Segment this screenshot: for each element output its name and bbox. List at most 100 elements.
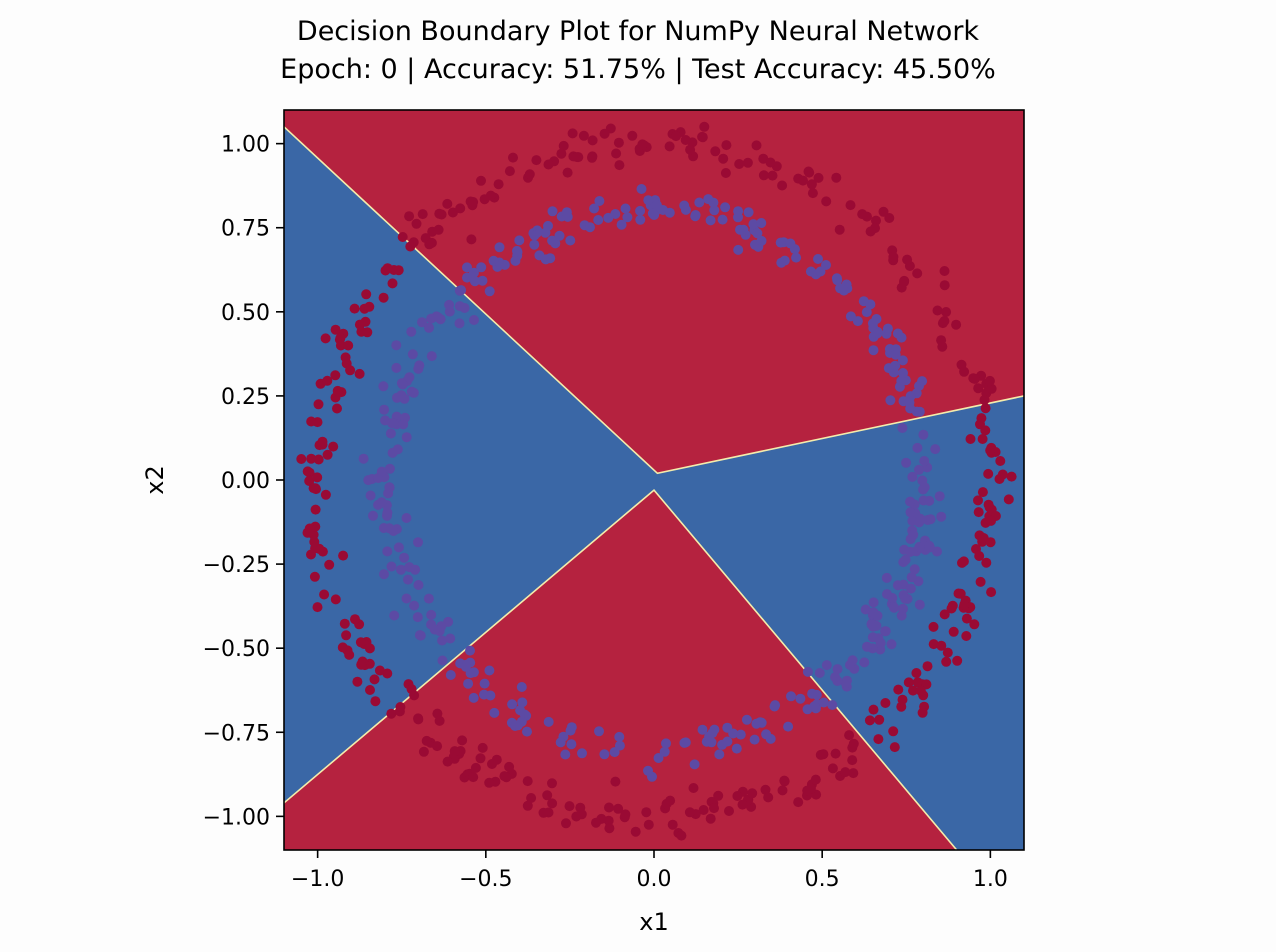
data-point-class-1 [409, 600, 420, 611]
data-point-class-0 [524, 169, 535, 180]
data-point-class-1 [494, 242, 505, 253]
data-point-class-0 [957, 557, 967, 568]
data-point-class-0 [587, 152, 597, 163]
data-point-class-1 [454, 318, 465, 329]
data-point-class-0 [974, 551, 985, 561]
data-point-class-1 [407, 349, 418, 360]
data-point-class-1 [479, 678, 490, 689]
boundary-line-1 [284, 488, 958, 850]
data-point-class-0 [798, 175, 808, 186]
data-point-class-0 [763, 792, 774, 803]
data-point-class-0 [810, 774, 821, 785]
data-point-class-1 [651, 200, 662, 211]
data-point-class-1 [594, 196, 605, 206]
data-point-class-0 [421, 735, 432, 746]
data-point-class-1 [468, 692, 479, 703]
data-point-class-1 [661, 738, 671, 749]
data-point-class-1 [830, 672, 841, 683]
data-point-class-1 [743, 207, 754, 218]
data-point-class-0 [457, 735, 468, 746]
data-point-class-0 [470, 762, 481, 773]
data-point-class-0 [504, 166, 515, 177]
data-point-class-0 [827, 763, 838, 774]
data-point-class-1 [904, 397, 915, 408]
data-point-class-0 [713, 790, 724, 801]
data-point-class-0 [720, 168, 731, 178]
data-point-class-0 [332, 403, 342, 414]
data-point-class-1 [465, 645, 475, 656]
data-point-class-0 [604, 802, 614, 813]
data-point-class-0 [330, 594, 341, 605]
data-point-class-1 [860, 604, 871, 615]
data-point-class-0 [468, 772, 479, 783]
data-point-class-1 [593, 215, 604, 225]
data-point-class-0 [878, 206, 889, 217]
data-point-class-1 [499, 259, 510, 270]
x-tick-label: 0.5 [805, 867, 840, 892]
data-point-class-0 [387, 278, 398, 289]
data-point-class-0 [364, 301, 375, 312]
data-point-class-1 [462, 272, 472, 283]
data-point-class-1 [469, 315, 479, 325]
data-point-class-0 [393, 265, 404, 276]
data-point-class-0 [915, 685, 926, 696]
x-tick-label: 1.0 [973, 867, 1008, 892]
data-point-class-1 [881, 572, 892, 583]
data-point-class-0 [531, 155, 542, 166]
data-point-class-0 [684, 807, 695, 818]
data-point-class-0 [313, 399, 324, 410]
data-point-class-1 [659, 746, 670, 757]
data-point-class-1 [689, 759, 700, 770]
data-point-class-0 [1003, 494, 1014, 505]
y-tick-label: 0.00 [221, 469, 270, 494]
data-point-class-0 [986, 383, 997, 394]
data-point-class-0 [561, 818, 571, 829]
data-point-class-1 [914, 381, 924, 391]
data-point-class-0 [984, 375, 995, 386]
data-point-class-1 [469, 276, 480, 287]
data-point-class-0 [487, 759, 497, 769]
data-point-class-0 [296, 454, 307, 464]
data-point-class-1 [868, 597, 879, 608]
data-point-class-0 [409, 690, 420, 701]
data-point-class-1 [909, 564, 920, 575]
x-axis-label: x1 [639, 908, 668, 936]
data-point-class-1 [392, 392, 402, 403]
data-point-class-1 [707, 728, 718, 739]
data-point-class-1 [697, 724, 708, 735]
data-point-class-0 [760, 784, 771, 795]
data-point-class-0 [578, 130, 589, 141]
data-point-class-0 [614, 160, 625, 171]
data-point-class-0 [330, 324, 341, 335]
data-point-class-1 [463, 678, 474, 689]
data-point-class-0 [664, 141, 675, 152]
data-point-class-1 [516, 682, 527, 692]
data-point-class-0 [630, 826, 641, 837]
data-point-class-1 [896, 332, 907, 343]
data-point-class-0 [322, 375, 333, 386]
data-point-class-1 [918, 429, 929, 440]
data-point-class-1 [614, 731, 625, 742]
data-point-class-1 [488, 255, 499, 266]
data-point-class-1 [795, 693, 806, 704]
data-point-class-1 [403, 574, 413, 585]
data-point-class-1 [585, 222, 595, 233]
data-point-class-0 [903, 677, 914, 688]
data-point-class-0 [364, 643, 375, 654]
data-point-class-0 [386, 708, 397, 719]
data-point-class-1 [547, 206, 558, 217]
data-point-class-0 [737, 799, 748, 810]
data-point-class-1 [507, 699, 518, 710]
data-point-class-1 [476, 262, 487, 273]
data-point-class-0 [818, 749, 829, 760]
data-point-class-0 [475, 753, 486, 764]
data-point-class-0 [961, 631, 972, 641]
y-tick-label: −1.00 [203, 805, 270, 830]
data-point-class-0 [613, 803, 624, 814]
data-point-class-0 [306, 549, 316, 560]
data-point-class-1 [880, 626, 891, 637]
data-point-class-1 [872, 328, 883, 339]
data-point-class-1 [462, 262, 472, 273]
data-point-class-0 [699, 121, 710, 132]
data-point-class-0 [997, 469, 1008, 480]
